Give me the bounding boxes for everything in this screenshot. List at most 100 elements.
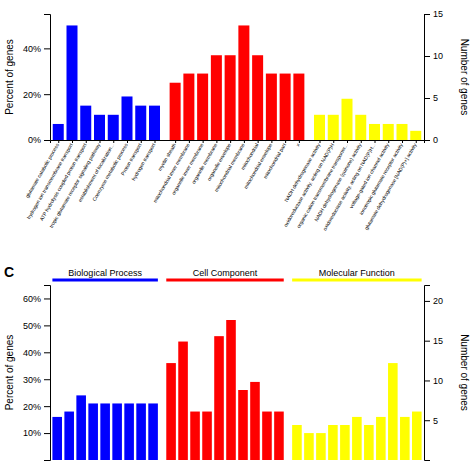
bar <box>262 412 272 460</box>
bar <box>328 425 338 460</box>
bar <box>364 425 374 460</box>
y2-axis: 051015 <box>424 9 443 145</box>
y2-tick: 5 <box>424 93 438 103</box>
y-axis-line <box>44 15 51 141</box>
bar <box>340 425 350 460</box>
y-tick-label: 20% <box>23 90 41 100</box>
y-tick-label: 40% <box>23 44 41 54</box>
y-tick: 60% <box>23 294 50 304</box>
x-tick-mark <box>258 140 259 143</box>
x-tick: oxidoreductase activity, acting on NAD(P… <box>282 140 335 228</box>
y2-tick-label: 10 <box>433 51 443 61</box>
x-tick-mark <box>141 140 142 143</box>
x-axis-line <box>51 141 425 144</box>
bar <box>183 74 194 140</box>
group-line <box>52 279 157 282</box>
bar <box>226 320 236 460</box>
y2-axis-title: Number of genes <box>459 39 470 116</box>
x-tick-label: glutamate dehydrogenase [NAD(P)+] activi… <box>363 142 418 231</box>
bar <box>316 433 326 460</box>
bar <box>412 412 422 460</box>
bar <box>293 74 304 140</box>
x-axis: glutamate catabolic processhydrogen ion … <box>24 140 425 231</box>
y-tick-mark <box>44 433 50 434</box>
y-axis-title: Percent of genes <box>4 39 15 115</box>
y2-tick-label: 15 <box>433 9 443 19</box>
y-tick-label: 60% <box>23 294 41 304</box>
y-tick: 40% <box>23 348 50 358</box>
chart-0: 0%20%40%051015glutamate catabolic proces… <box>4 9 471 231</box>
y2-tick-mark <box>424 301 430 302</box>
y2-tick: 20 <box>424 296 443 306</box>
bar <box>52 417 62 460</box>
y-tick-mark <box>44 140 50 141</box>
y2-axis-line <box>425 286 431 461</box>
bar <box>190 412 200 460</box>
x-tick-mark <box>402 140 403 143</box>
bar <box>108 115 119 140</box>
bar <box>376 417 386 460</box>
y2-tick-mark <box>424 420 430 421</box>
group-line <box>292 279 421 282</box>
y2-tick: 10 <box>424 51 443 61</box>
y-tick-mark <box>44 48 50 49</box>
bar <box>53 124 64 140</box>
x-tick-mark <box>320 140 321 143</box>
y-tick-label: 0% <box>28 135 41 145</box>
bars <box>53 25 422 140</box>
x-tick-label: hydrogen transport <box>130 142 156 182</box>
y-tick: 20% <box>23 402 50 412</box>
y-tick-mark <box>44 379 50 380</box>
x-tick-label: organic cation transmembrane transporter… <box>295 142 349 229</box>
bar <box>112 403 122 460</box>
y-tick-label: 10% <box>23 428 41 438</box>
y-tick: 50% <box>23 321 50 331</box>
x-tick-mark <box>155 140 156 143</box>
x-tick-label: tropic glutamate receptor signaling path… <box>48 142 102 229</box>
x-tick-mark <box>299 140 300 143</box>
x-tick-mark <box>216 140 217 143</box>
x-tick-mark <box>271 140 272 143</box>
bar <box>355 115 366 140</box>
bar <box>166 363 176 460</box>
y2-tick-label: 5 <box>433 416 438 426</box>
x-tick-mark <box>230 140 231 143</box>
y2-tick: 10 <box>424 376 443 386</box>
x-tick: organic cation transmembrane transporter… <box>295 140 349 229</box>
bar <box>274 412 284 460</box>
bar <box>136 403 146 460</box>
bar <box>280 74 291 140</box>
bar <box>64 412 74 460</box>
x-tick-mark <box>244 140 245 143</box>
x-tick-label: oxidoreductase activity, acting on NAD(P… <box>282 142 335 228</box>
y-axis: 0% 20% 40% <box>23 15 51 146</box>
x-tick: tropic glutamate receptor signaling path… <box>48 140 102 229</box>
bar <box>400 417 410 460</box>
x-tick-mark <box>375 140 376 143</box>
bar <box>178 342 188 460</box>
x-tick: mitochondrial part <box>262 140 287 180</box>
bar <box>211 55 222 140</box>
y-tick: 40% <box>23 44 50 54</box>
bar <box>352 417 362 460</box>
y-tick-mark <box>44 325 50 326</box>
x-tick-mark <box>175 140 176 143</box>
y2-tick-label: 5 <box>433 93 438 103</box>
bar <box>342 99 353 140</box>
y-tick-mark <box>44 352 50 353</box>
y-tick-label: 30% <box>23 375 41 385</box>
y2-tick-mark <box>424 14 430 15</box>
y2-axis-line <box>425 15 431 141</box>
bar <box>67 25 78 140</box>
y2-tick-label: 20 <box>433 296 443 306</box>
y-tick-label: 20% <box>23 402 41 412</box>
y-axis-line <box>44 286 51 461</box>
x-tick-mark <box>189 140 190 143</box>
y-tick-label: 40% <box>23 348 41 358</box>
bar <box>149 106 160 140</box>
y-tick: 20% <box>23 90 50 100</box>
bar <box>314 115 325 140</box>
bar <box>197 74 208 140</box>
x-tick-mark <box>113 140 114 143</box>
y2-tick-mark <box>424 56 430 57</box>
